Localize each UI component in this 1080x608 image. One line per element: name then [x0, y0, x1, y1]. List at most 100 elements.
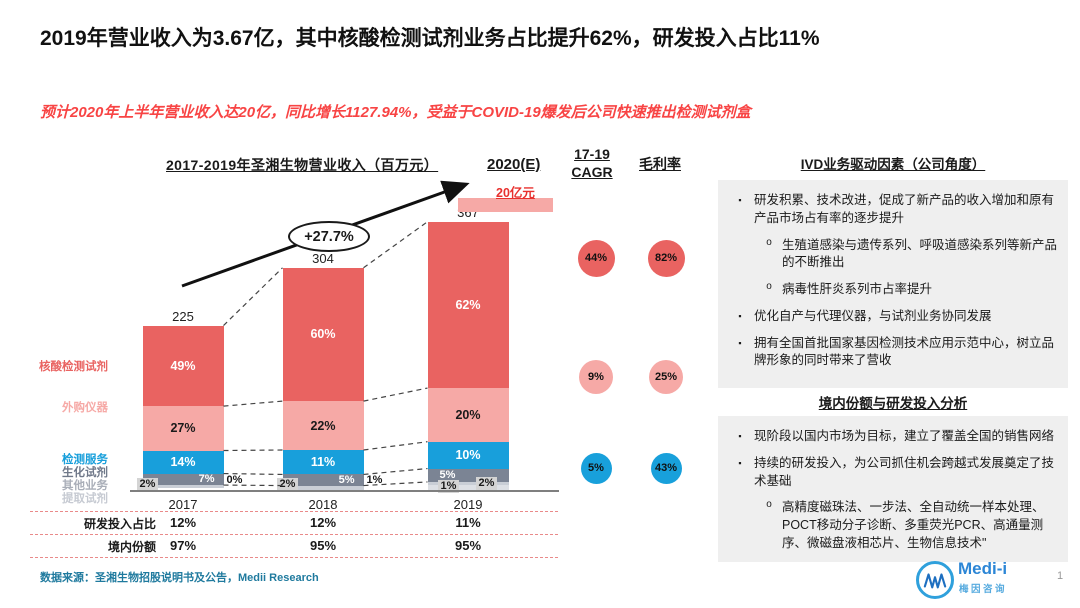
metric-circle-margin-检测服务: 43% [650, 452, 682, 484]
gross-margin-column-header: 毛利率 [639, 156, 681, 172]
segment-label-其他业务: 2% [136, 478, 159, 491]
stacked-bar-2019: 62% 20% 10% 5% [427, 221, 509, 490]
segment-connector-line [223, 267, 283, 326]
table-divider [30, 511, 558, 512]
bullet-text: 高精度磁珠法、一步法、全自动统一样本处理、POCT移动分子诊断、多重荧光PCR、… [782, 500, 1045, 550]
bullet-item: ▪ 拥有全国首批国家基因检测技术应用示范中心，树立品牌形象的同时带来了营收 [726, 335, 1058, 371]
segment-label-提取试剂: 2% [475, 477, 498, 490]
segment-label-提取试剂: 1% [366, 474, 383, 486]
page-subtitle: 预计2020年上半年营业收入达20亿，同比增长1127.94%，受益于COVID… [40, 104, 751, 121]
bullet-text: 研发积累、技术改进，促成了新产品的收入增加和原有产品市场占有率的逐步提升 [754, 193, 1055, 225]
segment-检测服务: 14% [142, 450, 224, 474]
growth-annotation-ellipse: +27.7% [288, 221, 370, 252]
segment-connector-line [363, 387, 428, 402]
x-axis-label: 2019 [453, 497, 483, 512]
segment-pct-label: 5% [338, 473, 355, 486]
logo-subtext: 梅因咨询 [959, 584, 1008, 595]
segment-connector-line [363, 221, 428, 269]
sub-bullet-item: o 高精度磁珠法、一步法、全自动统一样本处理、POCT移动分子诊断、多重荧光PCR… [756, 499, 1058, 552]
table-divider [30, 557, 558, 558]
bullet-item: ▪ 现阶段以国内市场为目标，建立了覆盖全国的销售网络 [726, 428, 1058, 446]
cagr-column-header: 17-19 CAGR [560, 145, 624, 181]
legend-其他业务: 其他业务 [62, 480, 108, 492]
x-axis-label: 2018 [308, 497, 338, 512]
bullet-text: 拥有全国首批国家基因检测技术应用示范中心，树立品牌形象的同时带来了营收 [754, 335, 1055, 368]
bullet-item: ▪ 优化自产与代理仪器，与试剂业务协同发展 [726, 308, 1058, 326]
segment-外购仪器: 22% [282, 401, 364, 450]
bullet-item: ▪ 持续的研发投入，为公司抓住机会跨越式发展奠定了技术基础 [726, 455, 1058, 491]
segment-pct-label: 11% [310, 455, 336, 470]
data-source-note: 数据来源：圣湘生物招股说明书及公告，Medii Research [40, 572, 319, 584]
bullet-marker: ▪ [738, 431, 742, 441]
bullet-text: 优化自产与代理仪器，与试剂业务协同发展 [754, 308, 992, 323]
bullet-marker: ▪ [738, 310, 742, 321]
company-logo-icon [916, 561, 954, 599]
metric-circle-cagr-检测服务: 5% [580, 452, 612, 484]
segment-connector-line [223, 449, 283, 452]
segment-外购仪器: 20% [427, 388, 509, 442]
segment-检测服务: 11% [282, 449, 364, 475]
bullet-marker: ▪ [738, 337, 742, 348]
segment-生化试剂: 5% [282, 473, 364, 486]
legend-核酸检测试剂: 核酸检测试剂 [39, 361, 108, 373]
stacked-bar-2017: 49% 27% 14% 7% [142, 325, 224, 490]
cagr-header-line2: CAGR [571, 164, 613, 181]
legend-提取试剂: 提取试剂 [62, 493, 108, 505]
bullet-marker: o [766, 499, 772, 511]
segment-pct-label: 10% [455, 448, 481, 463]
chart-title: 2017-2019年圣湘生物营业收入（百万元） [166, 157, 439, 173]
page-number: 1 [1057, 570, 1064, 582]
ivd-panel-title: IVD业务驱动因素（公司角度） [718, 153, 1068, 173]
bullet-text: 病毒性肝炎系列市占率提升 [782, 282, 933, 296]
segment-核酸检测试剂: 62% [427, 221, 509, 389]
ivd-panel-title-text: IVD业务驱动因素（公司角度） [800, 157, 986, 172]
page-title: 2019年营业收入为3.67亿，其中核酸检测试剂业务占比提升62%，研发投入占比… [40, 27, 820, 50]
bullet-text: 持续的研发投入，为公司抓住机会跨越式发展奠定了技术基础 [754, 455, 1055, 488]
forecast-bar-2020 [458, 198, 553, 212]
segment-其他业务 [282, 485, 364, 490]
segment-核酸检测试剂: 60% [282, 267, 364, 402]
domestic-panel-title-text: 境内份额与研发投入分析 [818, 396, 968, 411]
legend-生化试剂: 生化试剂 [62, 467, 108, 479]
segment-label-提取试剂: 0% [226, 474, 243, 486]
segment-pct-label: 27% [170, 421, 196, 436]
segment-生化试剂: 7% [142, 473, 224, 486]
bullet-marker: ▪ [738, 195, 742, 205]
segment-label-其他业务: 2% [276, 478, 299, 491]
bullet-marker: o [766, 236, 772, 248]
table-row-label-domestic: 境内份额 [107, 540, 156, 554]
segment-其他业务 [142, 485, 224, 489]
forecast-value-label: 20亿元 [496, 186, 535, 200]
segment-核酸检测试剂: 49% [142, 325, 224, 407]
segment-pct-label: 49% [170, 358, 196, 373]
segment-检测服务: 10% [427, 441, 509, 469]
logo-text: Medi-i [958, 559, 1008, 578]
segment-pct-label: 7% [198, 473, 215, 486]
bullet-marker: ▪ [738, 457, 742, 468]
bullet-marker: o [766, 281, 772, 292]
domestic-panel-title: 境内份额与研发投入分析 [718, 392, 1068, 412]
table-cell: 95% [309, 538, 337, 553]
domestic-panel-box: ▪ 现阶段以国内市场为目标，建立了覆盖全国的销售网络 ▪ 持续的研发投入，为公司抓住机… [718, 416, 1068, 562]
segment-pct-label: 14% [170, 455, 196, 470]
x-axis-line [130, 490, 559, 492]
segment-其他业务 [427, 481, 509, 485]
segment-提取试剂 [427, 484, 509, 490]
x-axis-label: 2017 [168, 497, 198, 512]
bullet-item: ▪ 研发积累、技术改进，促成了新产品的收入增加和原有产品市场占有率的逐步提升 [726, 192, 1058, 228]
table-cell: 11% [455, 515, 481, 530]
segment-pct-label: 20% [455, 407, 481, 422]
waveform-icon [923, 573, 947, 589]
stacked-bar-2018: 60% 22% 11% 5% [282, 267, 364, 493]
table-cell: 97% [169, 538, 197, 553]
bar-total-label: 225 [172, 308, 194, 324]
table-row-label-rd: 研发投入占比 [83, 517, 156, 531]
segment-connector-line [363, 441, 428, 451]
bar-total-label: 304 [312, 250, 334, 266]
forecast-column-header: 2020(E) [487, 156, 541, 173]
stacked-bar-chart: 49% 27% 14% 7% 225 2017 2% 0% 60% 22% 11% 5% 304 2018… [128, 178, 573, 523]
metric-circle-margin-核酸检测试剂: 82% [647, 239, 685, 277]
segment-pct-label: 5% [439, 469, 456, 482]
ivd-panel-box: ▪ 研发积累、技术改进，促成了新产品的收入增加和原有产品市场占有率的逐步提升 o 生殖… [718, 180, 1068, 388]
